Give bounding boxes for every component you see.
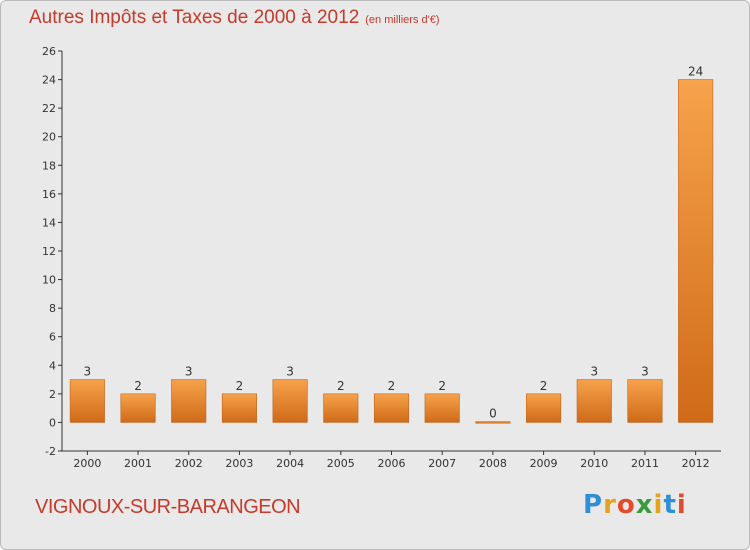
x-tick-label: 2007 <box>428 457 456 470</box>
bar <box>120 393 156 423</box>
y-tick-label: 20 <box>42 131 56 144</box>
data-label: 2 <box>236 379 244 393</box>
bar <box>221 393 257 423</box>
bar <box>475 421 511 424</box>
data-label: 2 <box>337 379 345 393</box>
logo-letter: x <box>635 490 654 520</box>
logo-letter: r <box>603 490 617 520</box>
logo-letter: t <box>663 490 677 520</box>
logo-letter: i <box>653 490 664 520</box>
bar <box>678 79 714 423</box>
x-tick-label: 2009 <box>530 457 558 470</box>
y-tick-label: 12 <box>42 245 56 258</box>
x-tick-label: 2001 <box>124 457 152 470</box>
y-tick-label: 2 <box>49 388 56 401</box>
proxiti-logo: Proxiti <box>583 490 687 520</box>
x-tick-label: 2004 <box>276 457 304 470</box>
y-tick-label: 18 <box>42 159 56 172</box>
data-label: 3 <box>185 365 193 379</box>
y-tick-label: 4 <box>49 359 56 372</box>
x-tick-label: 2010 <box>580 457 608 470</box>
logo-letter: i <box>676 490 687 520</box>
x-tick-label: 2012 <box>682 457 710 470</box>
bar <box>424 393 460 423</box>
bar <box>171 379 207 423</box>
data-label: 24 <box>688 65 703 79</box>
x-tick-label: 2000 <box>73 457 101 470</box>
x-tick-label: 2006 <box>378 457 406 470</box>
y-tick-label: 26 <box>42 45 56 58</box>
y-tick-label: -2 <box>45 445 56 458</box>
data-label: 3 <box>84 365 92 379</box>
data-label: 2 <box>134 379 142 393</box>
bar <box>69 379 105 423</box>
chart-title: Autres Impôts et Taxes de 2000 à 2012 (en… <box>29 7 440 29</box>
bar <box>272 379 308 423</box>
logo-letter: o <box>616 490 636 520</box>
data-label: 2 <box>438 379 446 393</box>
x-tick-label: 2005 <box>327 457 355 470</box>
y-tick-label: 24 <box>42 74 56 87</box>
y-tick-label: 10 <box>42 274 56 287</box>
x-tick-label: 2002 <box>175 457 203 470</box>
bar <box>576 379 612 423</box>
x-tick-label: 2008 <box>479 457 507 470</box>
bar <box>627 379 663 423</box>
data-label: 0 <box>489 407 497 421</box>
x-tick-label: 2003 <box>225 457 253 470</box>
data-label: 3 <box>286 365 294 379</box>
bar <box>323 393 359 423</box>
data-label: 3 <box>590 365 598 379</box>
y-tick-label: 16 <box>42 188 56 201</box>
data-label: 2 <box>540 379 548 393</box>
chart-title-text: Autres Impôts et Taxes de 2000 à 2012 <box>29 7 360 28</box>
x-tick-label: 2011 <box>631 457 659 470</box>
y-tick-label: 6 <box>49 331 56 344</box>
chart-subtitle: (en milliers d'€) <box>365 14 440 26</box>
y-tick-label: 0 <box>49 416 56 429</box>
logo-letter: P <box>583 490 604 520</box>
bar <box>526 393 562 423</box>
data-label: 3 <box>641 365 649 379</box>
y-tick-label: 14 <box>42 216 56 229</box>
commune-name: VIGNOUX-SUR-BARANGEON <box>35 496 301 518</box>
y-tick-label: 22 <box>42 102 56 115</box>
bar <box>373 393 410 423</box>
data-label: 2 <box>388 379 396 393</box>
y-tick-label: 8 <box>49 302 56 315</box>
